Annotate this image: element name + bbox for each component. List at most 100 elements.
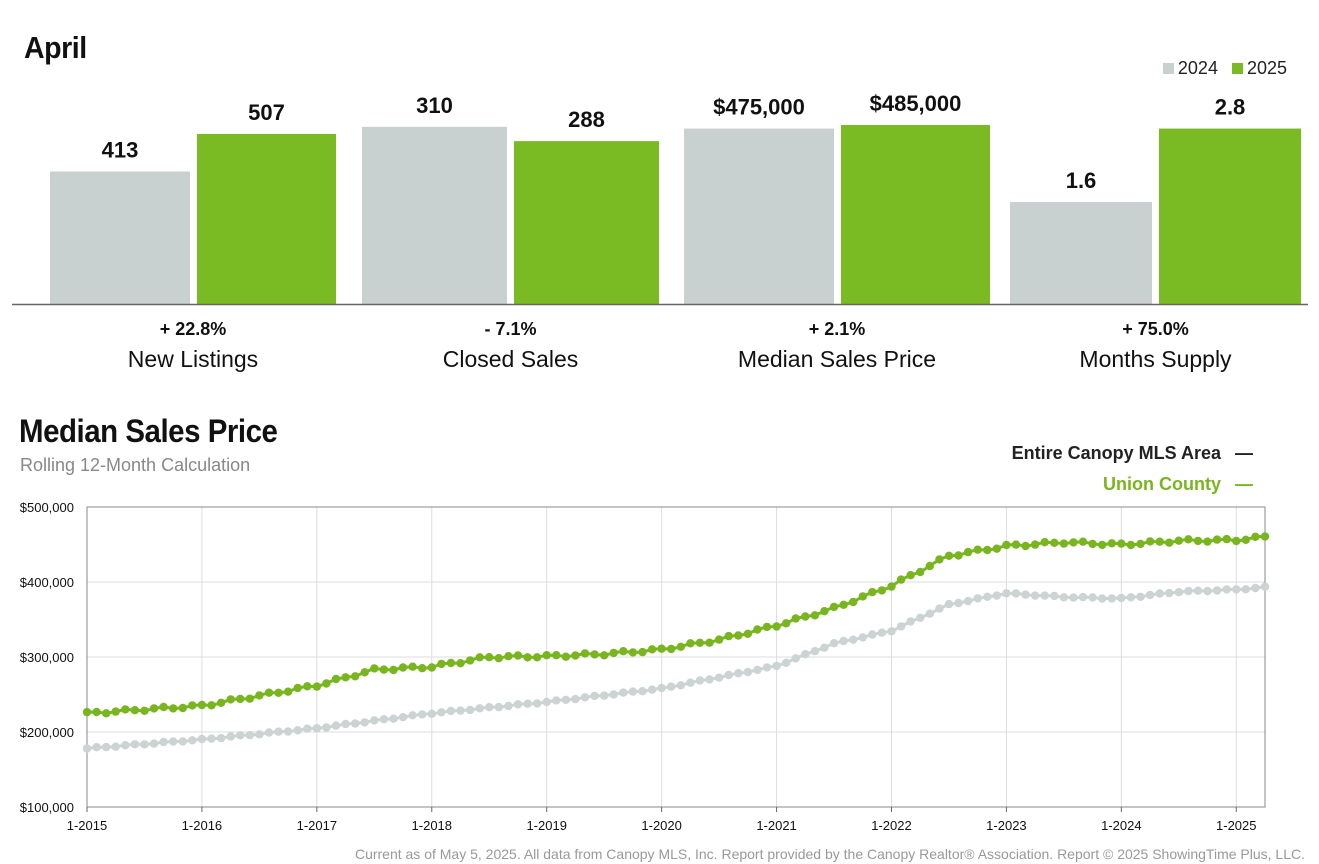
point-entire-canopy-mls-area: [772, 661, 781, 671]
point-union-county: [714, 635, 724, 644]
point-union-county: [1155, 537, 1164, 546]
point-union-county: [992, 544, 1001, 553]
point-entire-canopy-mls-area: [1136, 592, 1145, 601]
point-union-county: [935, 555, 944, 564]
point-entire-canopy-mls-area: [178, 737, 187, 746]
point-union-county: [1078, 537, 1088, 546]
y-tick-label: $300,000: [20, 650, 74, 665]
point-entire-canopy-mls-area: [638, 687, 647, 696]
legend-label-2025: 2025: [1246, 58, 1287, 78]
point-union-county: [418, 664, 427, 673]
bar-chart-legend: 2024 2025: [1162, 58, 1287, 79]
bar-new-listings-2025: [197, 133, 336, 304]
point-union-county: [523, 653, 532, 662]
point-entire-canopy-mls-area: [1069, 593, 1078, 602]
change-closed-sales: - 7.1%: [484, 319, 536, 339]
point-union-county: [178, 703, 187, 713]
point-entire-canopy-mls-area: [274, 727, 283, 736]
point-entire-canopy-mls-area: [992, 591, 1001, 600]
point-union-county: [1107, 539, 1117, 548]
point-entire-canopy-mls-area: [1251, 583, 1260, 593]
point-entire-canopy-mls-area: [1021, 590, 1030, 599]
point-union-county: [389, 665, 398, 675]
legend-union-county: Union County —: [1103, 474, 1253, 495]
point-entire-canopy-mls-area: [130, 740, 140, 749]
point-entire-canopy-mls-area: [801, 650, 810, 659]
point-union-county: [1145, 537, 1155, 546]
point-union-county: [906, 571, 915, 580]
point-union-county: [561, 652, 571, 661]
point-entire-canopy-mls-area: [418, 710, 427, 719]
bar-closed-sales-2024: [362, 126, 507, 304]
point-entire-canopy-mls-area: [1059, 593, 1069, 602]
point-union-county: [676, 642, 685, 651]
point-union-county: [810, 611, 820, 620]
point-union-county: [839, 600, 848, 609]
point-union-county: [149, 704, 159, 713]
point-entire-canopy-mls-area: [877, 628, 887, 637]
point-entire-canopy-mls-area: [1222, 585, 1231, 594]
point-union-county: [1222, 534, 1231, 544]
point-union-county: [1069, 538, 1078, 547]
point-entire-canopy-mls-area: [887, 627, 896, 636]
point-entire-canopy-mls-area: [600, 691, 609, 700]
bar-label-months-supply-2025: 2.8: [1215, 95, 1246, 120]
point-union-county: [1050, 538, 1059, 547]
point-union-county: [159, 702, 168, 712]
point-entire-canopy-mls-area: [944, 599, 954, 609]
point-entire-canopy-mls-area: [714, 673, 724, 682]
point-union-county: [963, 547, 973, 557]
point-entire-canopy-mls-area: [1030, 591, 1040, 600]
point-union-county: [216, 698, 226, 707]
point-entire-canopy-mls-area: [303, 724, 312, 733]
point-union-county: [169, 704, 178, 713]
point-union-county: [264, 688, 274, 697]
legend-label-2024: 2024: [1177, 58, 1218, 78]
bar-label-new-listings-2024: 413: [102, 138, 139, 163]
point-union-county: [1203, 537, 1212, 546]
point-union-county: [188, 701, 197, 710]
point-union-county: [245, 694, 254, 703]
point-union-county: [762, 622, 772, 632]
footer-note: Current as of May 5, 2025. All data from…: [354, 846, 1305, 862]
x-tick-label: 1-2023: [986, 818, 1026, 833]
point-entire-canopy-mls-area: [935, 604, 944, 613]
point-union-county: [849, 597, 858, 607]
bar-median-sales-price-2024: [684, 128, 834, 304]
point-union-county: [532, 653, 542, 662]
point-entire-canopy-mls-area: [791, 654, 800, 663]
bar-closed-sales-2025: [514, 141, 659, 304]
bar-label-median-sales-price-2025: $485,000: [870, 91, 962, 116]
point-entire-canopy-mls-area: [1002, 589, 1011, 598]
category-median-sales-price: Median Sales Price: [738, 346, 936, 372]
point-union-county: [896, 575, 906, 584]
point-union-county: [1117, 539, 1126, 548]
point-entire-canopy-mls-area: [465, 705, 475, 715]
legend-item-2025: 2025: [1231, 58, 1287, 79]
point-entire-canopy-mls-area: [906, 617, 915, 626]
point-entire-canopy-mls-area: [82, 744, 92, 753]
point-union-county: [619, 647, 628, 656]
point-entire-canopy-mls-area: [1050, 591, 1059, 601]
point-entire-canopy-mls-area: [1078, 592, 1088, 602]
point-union-county: [686, 639, 695, 648]
point-entire-canopy-mls-area: [1232, 585, 1241, 594]
point-union-county: [1193, 536, 1203, 546]
point-entire-canopy-mls-area: [255, 730, 264, 739]
point-union-county: [255, 691, 264, 700]
point-entire-canopy-mls-area: [341, 719, 350, 729]
point-entire-canopy-mls-area: [351, 719, 360, 728]
bar-median-sales-price-2025: [841, 125, 990, 304]
point-entire-canopy-mls-area: [657, 683, 666, 693]
point-union-county: [638, 647, 647, 657]
point-entire-canopy-mls-area: [647, 685, 657, 694]
point-union-county: [781, 619, 791, 628]
point-entire-canopy-mls-area: [111, 742, 120, 751]
bar-label-median-sales-price-2024: $475,000: [713, 95, 805, 120]
point-entire-canopy-mls-area: [810, 647, 820, 656]
point-entire-canopy-mls-area: [140, 740, 149, 749]
point-union-county: [983, 545, 992, 555]
point-union-county: [916, 567, 925, 577]
bar-months-supply-2025: [1159, 128, 1301, 304]
point-entire-canopy-mls-area: [1260, 582, 1270, 591]
